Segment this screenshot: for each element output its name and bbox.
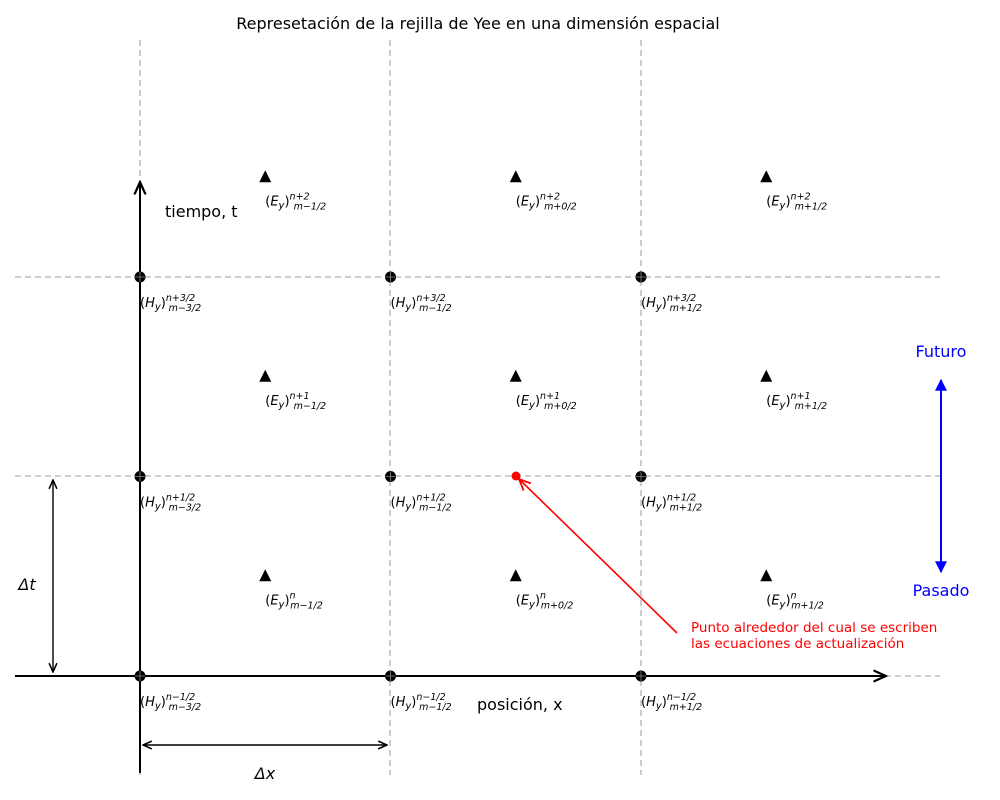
hy-node-label: (Hy)n+3/2 m−3/2 (140, 293, 201, 314)
annotation-line-2: las ecuaciones de actualización (691, 636, 904, 652)
ey-node-marker (259, 369, 272, 382)
ey-node-label: (Ey)n+2 m−1/2 (265, 191, 326, 212)
hy-node-cross (636, 471, 646, 482)
hy-node-label: (Hy)n−1/2 m−1/2 (391, 692, 452, 713)
hy-node-label: (Hy)n−1/2 m+1/2 (641, 692, 702, 713)
ey-node-marker (509, 569, 522, 582)
t-axis-label: tiempo, t (165, 202, 238, 221)
ey-node-marker (509, 170, 522, 183)
hy-node-label: (Hy)n+3/2 m−1/2 (391, 293, 452, 314)
ey-node-label: (Ey)n+2 m+0/2 (516, 191, 577, 212)
hy-node-label: (Hy)n+3/2 m+1/2 (641, 293, 702, 314)
annotation-line-1: Punto alrededor del cual se escriben (691, 620, 937, 636)
ey-node-marker (760, 369, 773, 382)
ey-node-marker (760, 569, 773, 582)
hy-node-cross (385, 272, 396, 282)
hy-node-cross (636, 272, 646, 282)
hy-node-cross (135, 671, 145, 681)
past-label: Pasado (913, 581, 970, 600)
hy-node-label: (Hy)n+1/2 m+1/2 (641, 493, 702, 514)
future-label: Futuro (916, 342, 967, 361)
ey-node-marker (760, 170, 773, 183)
field-nodes: (Hy)n−1/2 m−3/2 (Hy)n−1/2 m−1/2 (Hy)n−1/2 m+1… (134, 170, 827, 713)
dx-label: Δx (253, 764, 276, 783)
hy-node-cross (636, 671, 646, 681)
hy-node-cross (385, 671, 396, 681)
ey-node-label: (Ey)n m+0/2 (516, 590, 574, 611)
ey-node-label: (Ey)n+1 m−1/2 (265, 391, 326, 412)
dt-label: Δt (16, 575, 36, 594)
hy-node-cross (385, 471, 396, 482)
ey-node-label: (Ey)n+1 m+0/2 (516, 391, 577, 412)
ey-node-label: (Ey)n+1 m+1/2 (766, 391, 827, 412)
ey-node-label: (Ey)n m−1/2 (265, 590, 323, 611)
ey-node-marker (509, 369, 522, 382)
update-point-marker (511, 471, 521, 481)
hy-node-label: (Hy)n+1/2 m−1/2 (391, 493, 452, 514)
ey-node-label: (Ey)n m+1/2 (766, 590, 824, 611)
hy-node-cross (135, 272, 145, 282)
ey-node-label: (Ey)n+2 m+1/2 (766, 191, 827, 212)
ey-node-marker (259, 170, 272, 183)
ey-node-marker (259, 569, 272, 582)
hy-node-label: (Hy)n+1/2 m−3/2 (140, 493, 201, 514)
diagram-title: Represetación de la rejilla de Yee en un… (236, 14, 720, 33)
hy-node-label: (Hy)n−1/2 m−3/2 (140, 692, 201, 713)
annotation-arrow (519, 479, 678, 634)
hy-node-cross (135, 471, 145, 482)
x-axis-label: posición, x (477, 695, 563, 714)
